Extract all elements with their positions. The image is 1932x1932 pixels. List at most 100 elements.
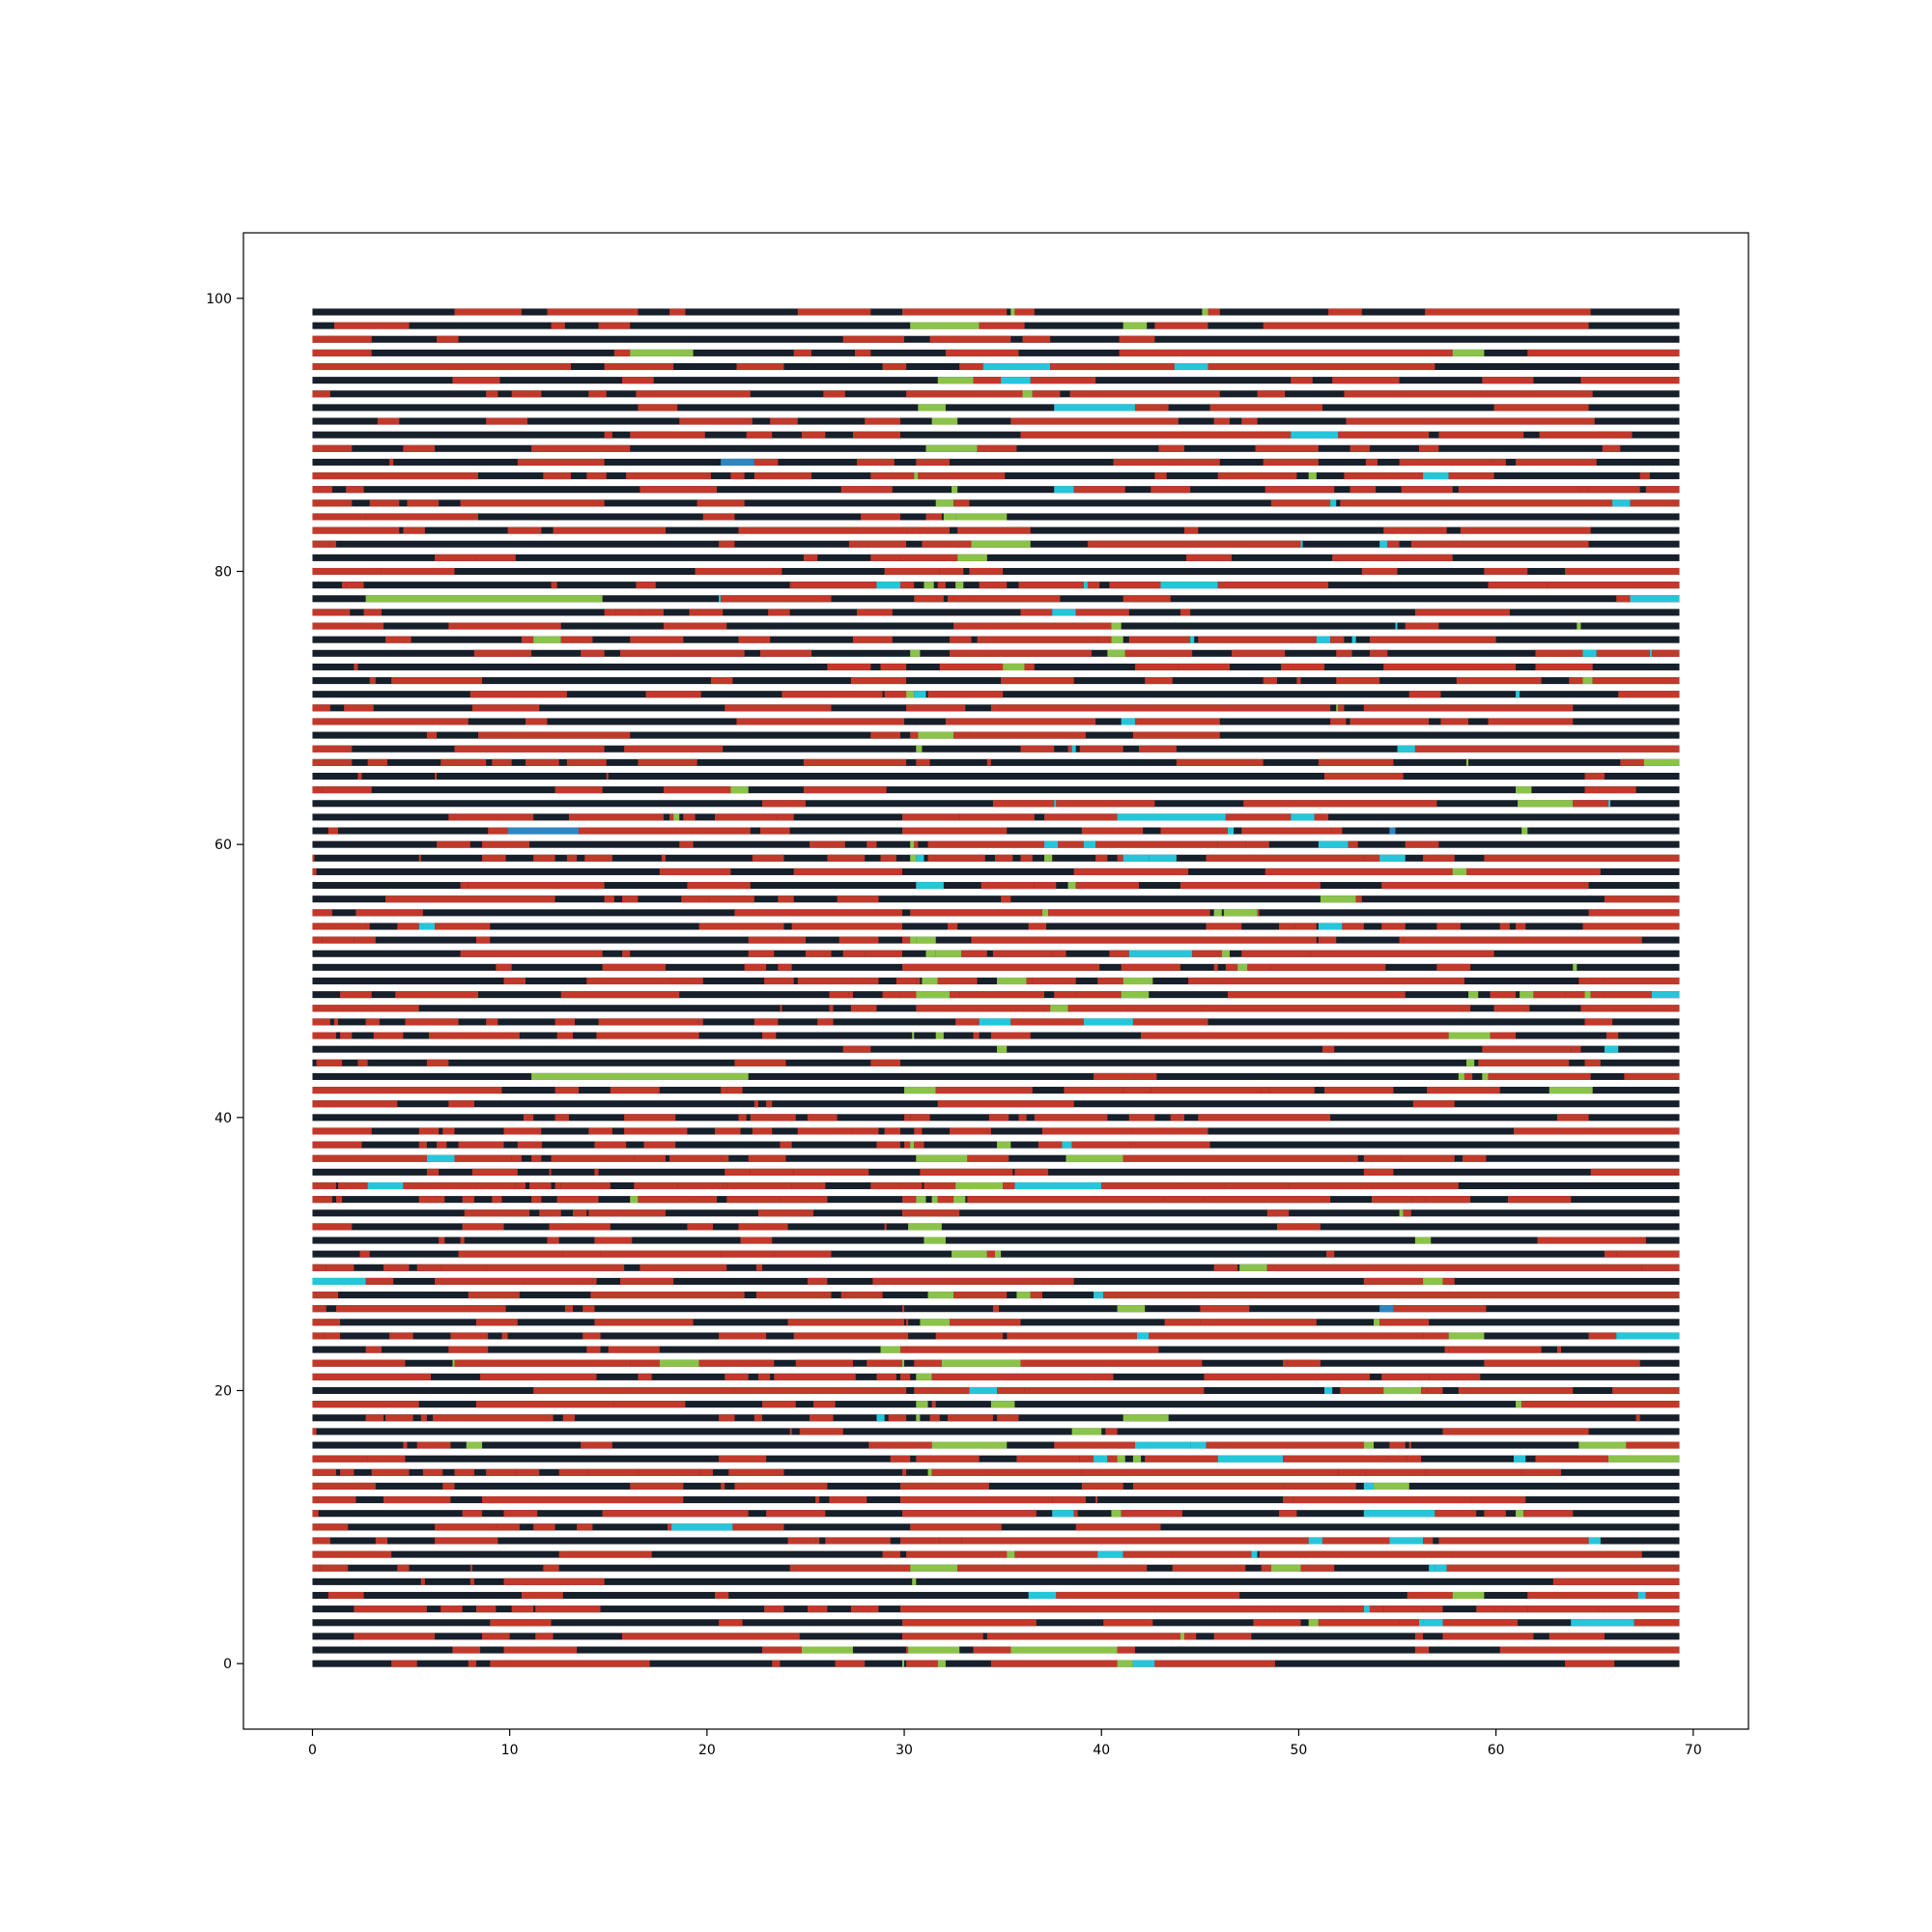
track-68 — [312, 731, 1680, 739]
bar-segment-green — [1010, 1646, 1118, 1654]
bar-segment-red — [724, 1168, 751, 1176]
bar-segment-red — [630, 636, 684, 643]
bar-segment-red — [638, 404, 678, 412]
bar-segment-red — [1635, 1414, 1640, 1422]
x-axis: 0 10 20 30 40 50 60 70 — [308, 1729, 1702, 1758]
bar-segment-red — [669, 977, 703, 985]
bar-segment-red — [1188, 977, 1464, 985]
bar-segment-green — [1516, 786, 1532, 794]
bar-segment-green — [922, 977, 938, 985]
bar-segment-red — [448, 1346, 489, 1353]
bar-segment-red — [1350, 486, 1377, 494]
bar-segment-cyan — [1318, 923, 1343, 930]
bar-segment-cyan — [1121, 718, 1135, 725]
bar-segment-green — [952, 486, 958, 494]
bar-segment-green — [997, 1045, 1008, 1053]
bar-segment-green — [916, 745, 923, 753]
bar-segment-red — [1418, 444, 1439, 452]
bar-segment-cyan — [916, 882, 944, 890]
bar-segment-red — [1081, 827, 1144, 835]
track-base-bar — [312, 486, 1680, 494]
bar-segment-red — [515, 1181, 526, 1190]
bar-segment-red — [997, 1414, 1019, 1422]
track-47 — [312, 1018, 1680, 1026]
bar-segment-red — [588, 390, 607, 398]
bar-segment-red — [312, 472, 478, 480]
bar-segment-green — [1482, 1072, 1489, 1080]
bar-segment-red — [594, 1168, 599, 1176]
bar-segment-red — [312, 540, 330, 548]
bar-segment-red — [884, 1127, 900, 1135]
bar-segment-red — [426, 731, 438, 739]
bar-segment-red — [1145, 1455, 1218, 1463]
bar-segment-red — [927, 840, 1045, 848]
bar-segment-green — [910, 1564, 958, 1572]
bar-segment-green — [1007, 1550, 1015, 1558]
bar-segment-red — [1499, 1646, 1680, 1654]
bar-segment-red — [1369, 636, 1496, 643]
bar-segment-red — [1405, 840, 1439, 848]
bar-segment-red — [861, 513, 900, 521]
bar-segment-red — [435, 1537, 498, 1545]
bar-segment-red — [736, 362, 784, 371]
bar-segment-red — [1266, 1264, 1642, 1271]
bar-segment-cyan — [1083, 582, 1088, 589]
bar-segment-red — [1565, 567, 1633, 576]
bar-segment-red — [1310, 950, 1494, 957]
bar-segment-red — [793, 1332, 905, 1340]
bar-segment-green — [1221, 950, 1230, 957]
bar-segment-green — [1202, 308, 1208, 316]
bar-segment-red — [1103, 1619, 1153, 1627]
track-43 — [312, 1072, 1680, 1080]
bar-segment-red — [937, 1100, 1074, 1108]
bar-segment-red — [1154, 472, 1167, 480]
bar-segment-green — [910, 649, 921, 657]
bar-segment-red — [902, 1619, 1037, 1627]
bar-segment-red — [723, 1181, 727, 1190]
bar-segment-red — [1119, 335, 1155, 343]
bar-segment-red — [899, 1482, 989, 1490]
bar-segment-red — [1521, 1401, 1680, 1408]
bar-segment-red — [1393, 1305, 1487, 1313]
bar-segment-red — [604, 431, 612, 439]
bar-segment-cyan — [1571, 1619, 1634, 1627]
track-base-bar — [312, 923, 1680, 930]
bar-segment-red — [1369, 1605, 1384, 1613]
bar-segment-red — [945, 349, 1019, 356]
bar-segment-red — [848, 991, 853, 999]
bar-segment-red — [797, 977, 853, 985]
bar-segment-red — [939, 1537, 962, 1545]
bar-segment-cyan — [1379, 854, 1406, 862]
bar-segment-red — [774, 1250, 832, 1258]
bar-segment-red — [435, 1277, 593, 1285]
bar-segment-red — [876, 1141, 900, 1149]
bar-segment-red — [1014, 1550, 1098, 1558]
bar-segment-red — [1073, 486, 1125, 494]
bar-segment-red — [721, 1482, 725, 1490]
bar-segment-green — [1117, 1660, 1133, 1667]
bar-segment-red — [312, 867, 317, 875]
bar-segment-red — [312, 1550, 392, 1558]
bar-segment-red — [810, 840, 845, 848]
track-1 — [312, 1646, 1680, 1654]
bar-segment-green — [1308, 472, 1317, 480]
bar-segment-cyan — [1608, 800, 1611, 808]
bar-segment-green — [1122, 1414, 1169, 1422]
bar-segment-red — [1490, 1032, 1517, 1039]
bar-segment-red — [870, 554, 900, 561]
bar-segment-red — [1296, 677, 1301, 685]
bar-segment-red — [568, 813, 664, 821]
bar-segment-red — [365, 1346, 382, 1353]
bar-segment-red — [460, 1236, 465, 1244]
bar-segment-red — [312, 758, 353, 766]
bar-segment-red — [1186, 554, 1233, 561]
bar-segment-red — [312, 1455, 368, 1463]
bar-segment-red — [719, 1455, 767, 1463]
bar-segment-red — [312, 1428, 317, 1435]
bar-segment-red — [312, 1401, 386, 1408]
track-29 — [312, 1264, 1680, 1271]
track-3 — [312, 1619, 1680, 1627]
bar-segment-red — [342, 582, 347, 589]
bar-segment-red — [454, 1359, 631, 1367]
bar-segment-red — [1626, 1441, 1680, 1449]
